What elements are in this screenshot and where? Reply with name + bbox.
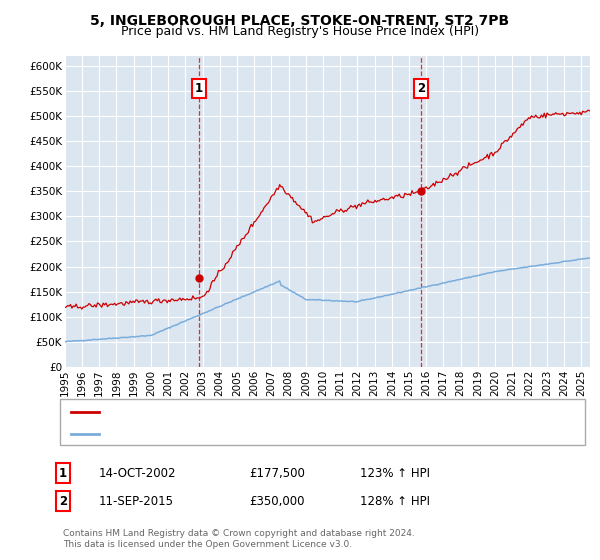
- Text: 2: 2: [417, 82, 425, 95]
- Text: Price paid vs. HM Land Registry's House Price Index (HPI): Price paid vs. HM Land Registry's House …: [121, 25, 479, 38]
- Text: £350,000: £350,000: [249, 494, 305, 508]
- Text: 2: 2: [59, 494, 67, 508]
- Text: 5, INGLEBOROUGH PLACE, STOKE-ON-TRENT, ST2 7PB (detached house): 5, INGLEBOROUGH PLACE, STOKE-ON-TRENT, S…: [103, 407, 480, 417]
- Text: 5, INGLEBOROUGH PLACE, STOKE-ON-TRENT, ST2 7PB: 5, INGLEBOROUGH PLACE, STOKE-ON-TRENT, S…: [91, 14, 509, 28]
- Text: 1: 1: [195, 82, 203, 95]
- Text: 11-SEP-2015: 11-SEP-2015: [99, 494, 174, 508]
- Text: £177,500: £177,500: [249, 466, 305, 480]
- Text: 123% ↑ HPI: 123% ↑ HPI: [360, 466, 430, 480]
- Text: HPI: Average price, detached house, Stoke-on-Trent: HPI: Average price, detached house, Stok…: [103, 429, 371, 438]
- Text: 1: 1: [59, 466, 67, 480]
- Text: Contains HM Land Registry data © Crown copyright and database right 2024.
This d: Contains HM Land Registry data © Crown c…: [63, 529, 415, 549]
- Text: 128% ↑ HPI: 128% ↑ HPI: [360, 494, 430, 508]
- Text: 14-OCT-2002: 14-OCT-2002: [99, 466, 176, 480]
